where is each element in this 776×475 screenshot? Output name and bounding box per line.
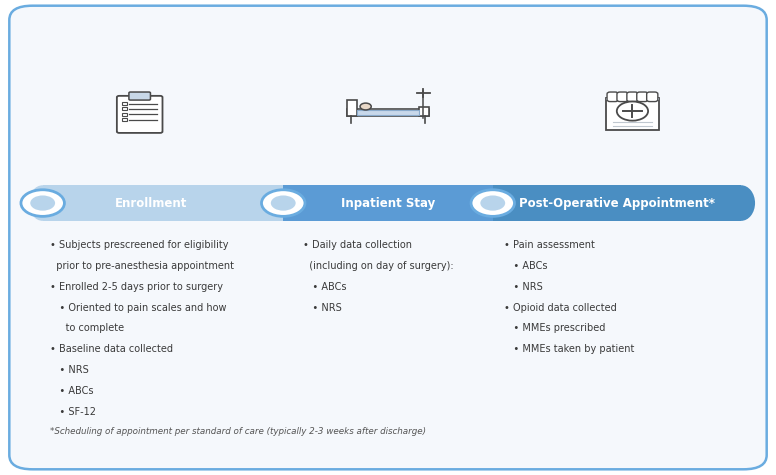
FancyBboxPatch shape [637,92,648,102]
Text: Enrollment: Enrollment [115,197,188,209]
Bar [347,100,358,116]
Bar [493,185,741,221]
Bar [122,102,126,105]
Bar [358,110,418,115]
Text: • Subjects prescreened for eligibility: • Subjects prescreened for eligibility [50,240,229,250]
Bar [122,118,126,121]
Text: • MMEs taken by patient: • MMEs taken by patient [504,344,635,354]
Bar [122,107,126,110]
Text: to complete: to complete [50,323,125,333]
Bar [347,109,429,116]
Bar [122,113,126,115]
FancyBboxPatch shape [627,92,638,102]
Text: • SF-12: • SF-12 [50,407,96,417]
Text: prior to pre-anesthesia appointment: prior to pre-anesthesia appointment [50,261,234,271]
Ellipse shape [29,185,57,221]
Text: (including on day of surgery):: (including on day of surgery): [303,261,453,271]
Text: • ABCs: • ABCs [303,282,346,292]
FancyBboxPatch shape [607,92,618,102]
FancyBboxPatch shape [117,96,162,133]
Bar [606,98,659,100]
Text: • NRS: • NRS [504,282,543,292]
Bar [43,185,283,221]
Text: • Enrolled 2-5 days prior to surgery: • Enrolled 2-5 days prior to surgery [50,282,223,292]
Text: • Pain assessment: • Pain assessment [504,240,595,250]
Ellipse shape [30,196,55,211]
Ellipse shape [21,190,64,217]
Text: • NRS: • NRS [50,365,89,375]
Bar [606,98,659,130]
Text: • NRS: • NRS [303,303,341,313]
Text: *Scheduling of appointment per standard of care (typically 2-3 weeks after disch: *Scheduling of appointment per standard … [50,428,427,437]
Ellipse shape [262,190,305,217]
Text: • ABCs: • ABCs [504,261,548,271]
Circle shape [617,102,648,121]
Text: • Opioid data collected: • Opioid data collected [504,303,617,313]
Ellipse shape [271,196,296,211]
FancyBboxPatch shape [129,92,151,100]
FancyBboxPatch shape [617,92,628,102]
FancyBboxPatch shape [9,6,767,469]
Text: • Oriented to pain scales and how: • Oriented to pain scales and how [50,303,227,313]
Ellipse shape [727,185,755,221]
FancyBboxPatch shape [646,92,658,102]
Ellipse shape [360,103,371,110]
Text: Post-Operative Appointment*: Post-Operative Appointment* [519,197,715,209]
Text: • Daily data collection: • Daily data collection [303,240,411,250]
Text: • MMEs prescribed: • MMEs prescribed [504,323,606,333]
Text: • ABCs: • ABCs [50,386,94,396]
Ellipse shape [471,190,514,217]
Bar [418,106,429,116]
Bar [283,185,493,221]
Text: • Baseline data collected: • Baseline data collected [50,344,174,354]
Ellipse shape [480,196,505,211]
Text: Inpatient Stay: Inpatient Stay [341,197,435,209]
